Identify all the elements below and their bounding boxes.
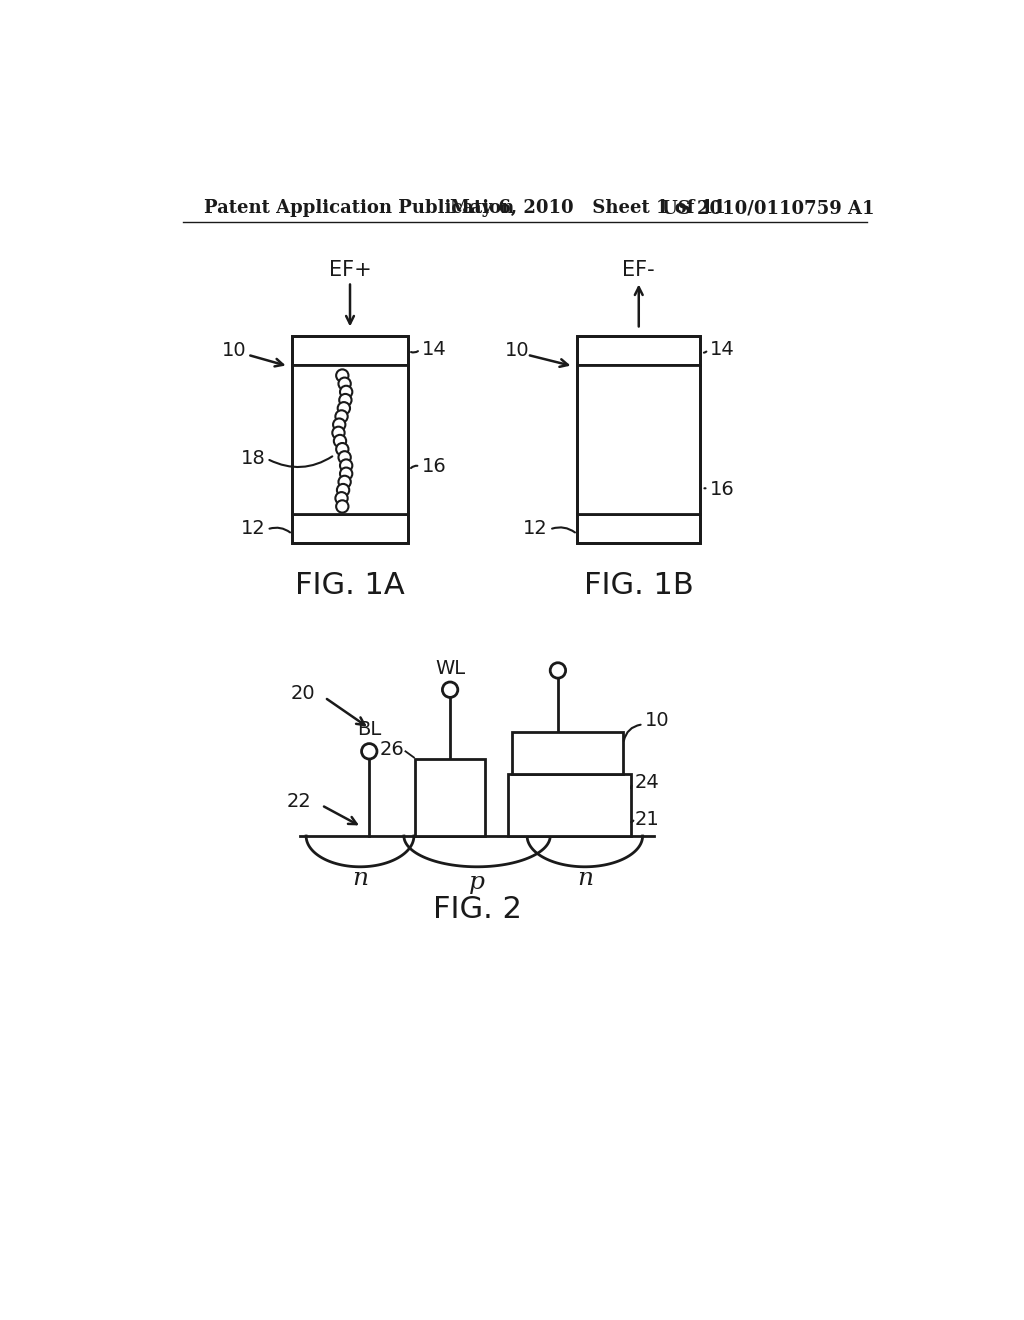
Circle shape xyxy=(340,467,352,480)
Text: 12: 12 xyxy=(241,519,265,537)
Circle shape xyxy=(334,434,346,447)
Circle shape xyxy=(339,475,351,488)
Circle shape xyxy=(338,403,350,414)
Text: 12: 12 xyxy=(523,519,548,537)
Circle shape xyxy=(336,492,348,504)
Circle shape xyxy=(339,378,351,389)
Circle shape xyxy=(333,426,345,440)
Text: 16: 16 xyxy=(422,457,446,477)
Text: 10: 10 xyxy=(645,711,670,730)
Text: FIG. 1B: FIG. 1B xyxy=(584,572,693,601)
Circle shape xyxy=(340,385,352,399)
Text: FIG. 2: FIG. 2 xyxy=(432,895,521,924)
Circle shape xyxy=(339,393,351,407)
Text: n: n xyxy=(352,867,368,890)
Circle shape xyxy=(442,682,458,697)
Text: 14: 14 xyxy=(422,339,446,359)
Text: 21: 21 xyxy=(635,809,659,829)
Circle shape xyxy=(361,743,377,759)
Bar xyxy=(578,364,700,515)
Circle shape xyxy=(336,370,348,381)
Text: p: p xyxy=(469,871,485,894)
Bar xyxy=(292,335,408,544)
Bar xyxy=(578,515,700,544)
Text: 24: 24 xyxy=(635,772,659,792)
Circle shape xyxy=(339,451,351,463)
Bar xyxy=(292,515,408,544)
Circle shape xyxy=(336,444,348,455)
Text: FIG. 1A: FIG. 1A xyxy=(295,572,404,601)
Circle shape xyxy=(333,418,345,430)
Text: WL: WL xyxy=(435,659,465,677)
Text: 22: 22 xyxy=(287,792,311,810)
Text: US 2010/0110759 A1: US 2010/0110759 A1 xyxy=(662,199,874,218)
Text: EF-: EF- xyxy=(623,260,655,280)
Text: BL: BL xyxy=(357,721,381,739)
Circle shape xyxy=(336,500,348,512)
Bar xyxy=(578,335,700,364)
Text: 10: 10 xyxy=(222,342,247,360)
Circle shape xyxy=(337,484,349,496)
Text: 20: 20 xyxy=(291,684,315,704)
Bar xyxy=(292,335,408,364)
Text: May 6, 2010   Sheet 1 of 11: May 6, 2010 Sheet 1 of 11 xyxy=(451,199,726,218)
Bar xyxy=(578,335,700,544)
Text: Patent Application Publication: Patent Application Publication xyxy=(204,199,514,218)
Text: 26: 26 xyxy=(379,741,403,759)
Text: n: n xyxy=(577,867,593,890)
Circle shape xyxy=(550,663,565,678)
Bar xyxy=(416,759,484,836)
Circle shape xyxy=(340,459,352,471)
Text: EF+: EF+ xyxy=(329,260,372,280)
Bar xyxy=(512,733,624,775)
Text: 16: 16 xyxy=(710,480,734,499)
Bar xyxy=(508,775,631,836)
Circle shape xyxy=(336,411,348,422)
Text: 10: 10 xyxy=(505,342,529,360)
Text: 14: 14 xyxy=(710,339,734,359)
Text: 18: 18 xyxy=(241,449,265,469)
Bar xyxy=(292,364,408,515)
